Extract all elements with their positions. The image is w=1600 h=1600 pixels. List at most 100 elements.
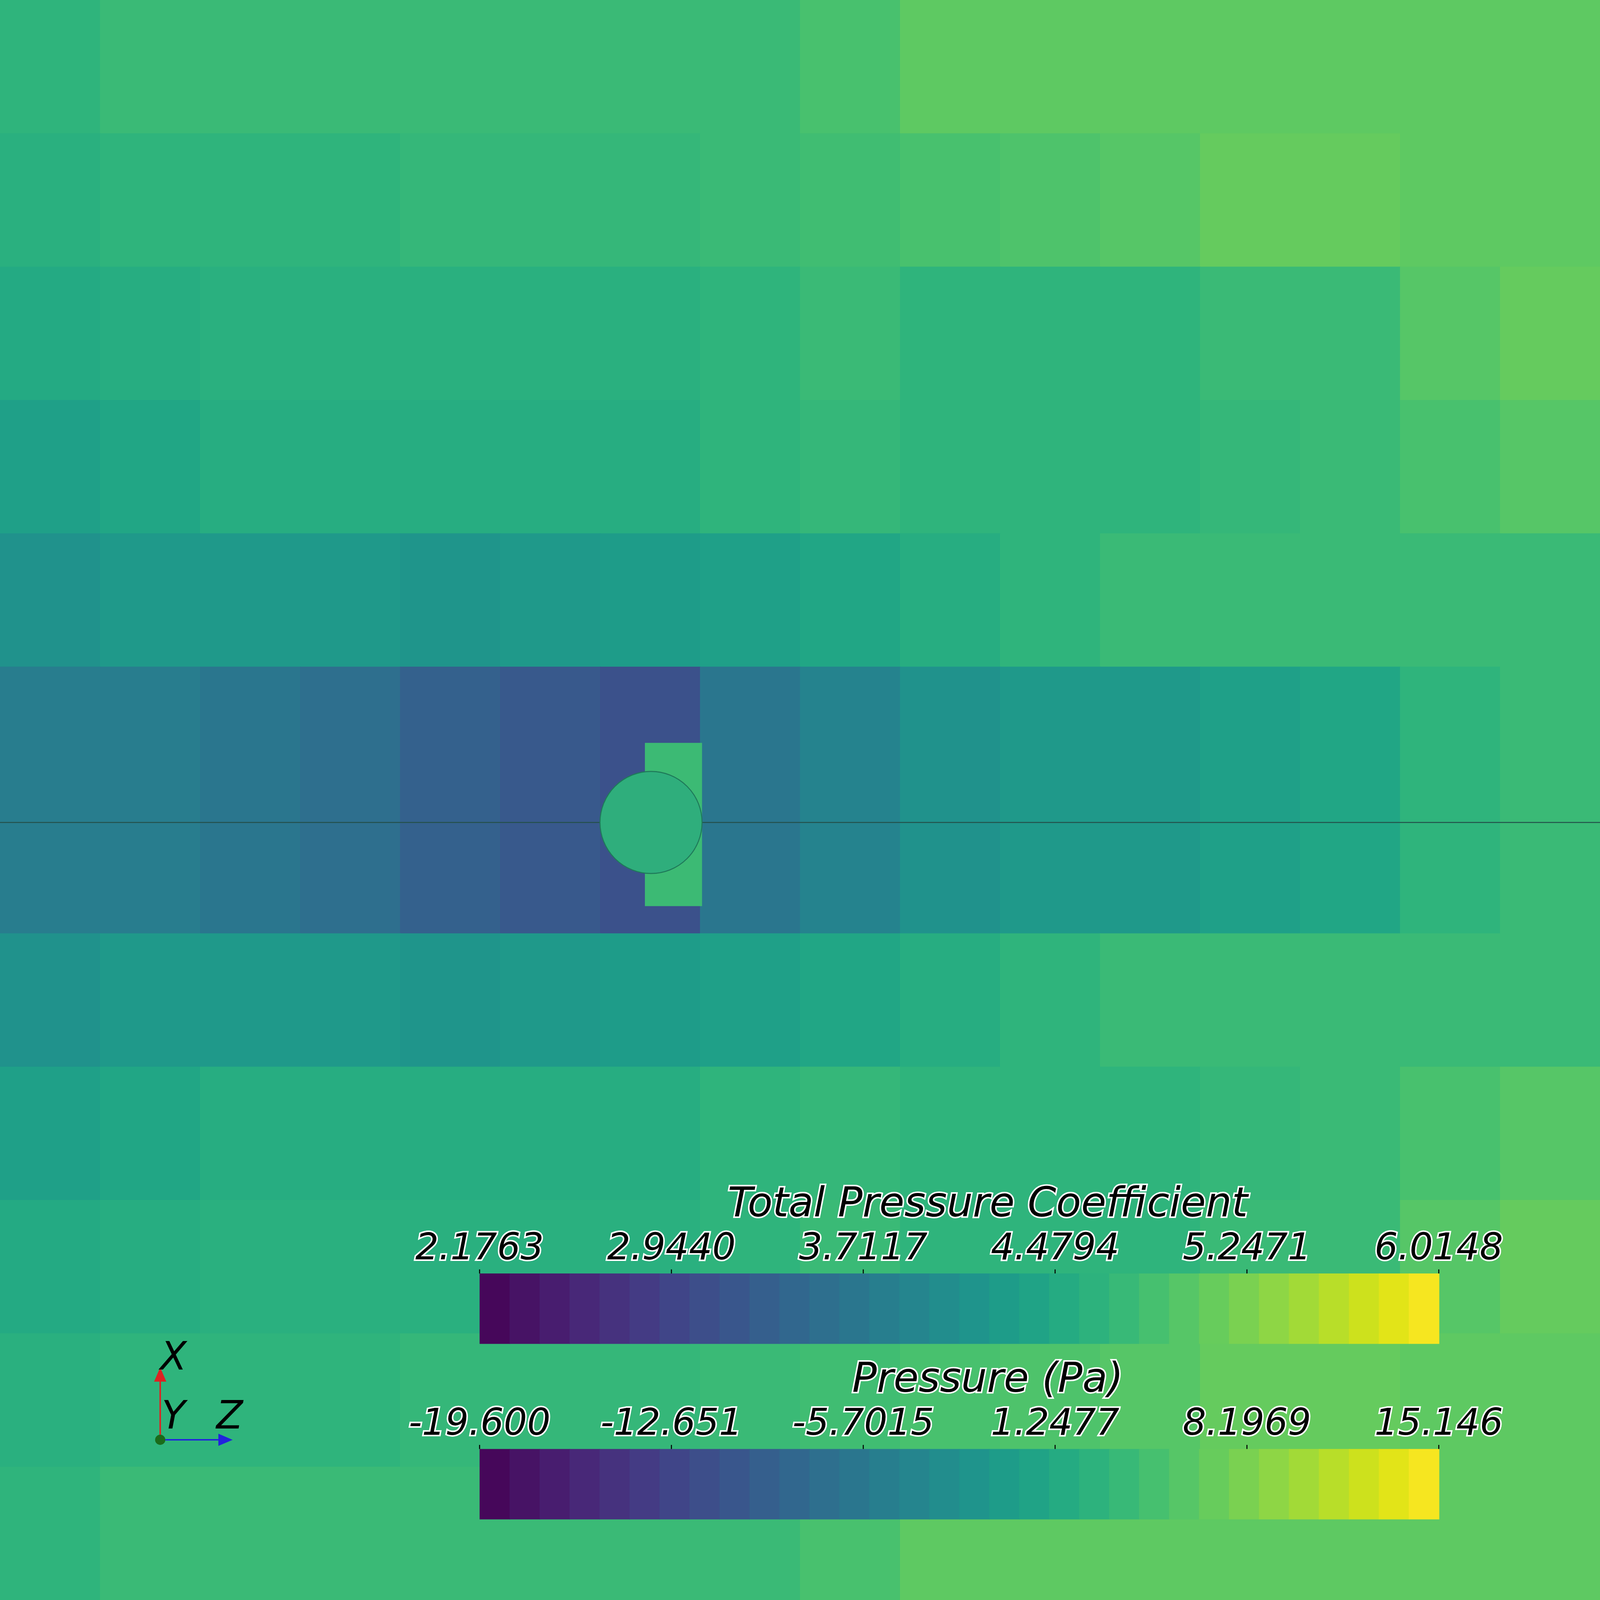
cell [1100,533,1201,668]
cell [700,933,801,1068]
cell [900,266,1001,401]
cell [1500,133,1600,268]
colorbar-step [1348,1448,1380,1520]
colorbar-step [629,1273,660,1344]
colorbar-step [1408,1273,1440,1344]
axes-triad: XYZ [153,1333,244,1447]
colorbar-step [1019,1273,1050,1344]
cell [400,666,501,801]
colorbar-tick [478,1269,481,1274]
cell [900,0,1001,134]
colorbar-step [509,1448,540,1520]
colorbar-step [569,1448,600,1520]
cell [1500,400,1600,534]
colorbar-step [839,1448,870,1520]
cell [1200,533,1301,668]
cell [300,1200,401,1334]
cell [500,800,601,934]
colorbar-step [479,1273,511,1344]
colorbar-step [749,1273,780,1344]
cell [800,133,901,268]
cell [700,400,801,534]
cell [1000,533,1101,668]
cell [300,933,401,1068]
colorbar-step [1289,1273,1320,1344]
triad-label: Z [215,1392,244,1438]
cell [800,800,901,934]
cell [400,800,501,934]
colorbar-step [539,1273,570,1344]
cell [1200,666,1301,801]
colorbar-step [809,1273,840,1344]
cell [1500,1466,1600,1600]
colorbar-title: Total Pressure Coefficient [727,1178,1250,1227]
colorbar-step [689,1273,720,1344]
cell [1200,800,1301,934]
cell [400,933,501,1068]
cell [1000,0,1101,134]
colorbar-step [839,1273,870,1344]
cell [900,400,1001,534]
cell [1500,533,1600,668]
colorbar-step [869,1273,900,1344]
triad-label: Y [161,1392,189,1438]
cell [0,1333,101,1468]
colorbar-step [809,1448,840,1520]
cell [800,0,901,134]
cell [0,933,101,1068]
cell [300,533,401,668]
cell [800,666,901,801]
triad-x [159,1377,161,1440]
cell [100,666,201,801]
colorbar-step [779,1448,810,1520]
cell [100,1333,201,1468]
cell [900,800,1001,934]
cell [1300,1066,1401,1201]
colorbar-step [1019,1448,1050,1520]
colorbar-step [1228,1448,1260,1520]
cell [300,1333,401,1468]
colorbar-tick-label: 2.9440 [607,1225,736,1268]
colorbar-step [479,1448,511,1520]
colorbar-step [569,1273,600,1344]
cell [800,266,901,401]
centerline [0,821,1600,824]
cell [200,666,301,801]
cell [500,133,601,268]
cell [300,800,401,934]
colorbar-step [1139,1448,1170,1520]
colorbar: Pressure (Pa)-19.600-12.651-5.70151.2477… [408,1353,1504,1520]
colorbar-step [1078,1273,1110,1344]
colorbar-step [719,1448,750,1520]
colorbar-tick [1246,1444,1248,1449]
cell [1100,400,1201,534]
colorbar-step [1289,1448,1320,1520]
colorbar-step [1078,1448,1110,1520]
cell [1500,1066,1600,1201]
colorbar-step [1408,1448,1440,1520]
colorbar-step [1169,1448,1200,1520]
cell [400,1333,501,1468]
cell [800,933,901,1068]
cell [1500,0,1600,134]
cell [0,1200,101,1334]
cell [400,266,501,401]
cell [0,0,101,134]
colorbar-tick-label: 4.4794 [991,1225,1120,1268]
cell [1000,133,1101,268]
cell [1200,1333,1301,1468]
colorbar-step [989,1273,1020,1344]
cell [0,133,101,268]
cell [300,266,401,401]
cell [0,1066,101,1201]
cell [600,266,701,401]
cell [100,933,201,1068]
colorbar-step [659,1448,690,1520]
cell [100,1466,201,1600]
cell [1500,1200,1600,1334]
cell [1000,666,1101,801]
cell [800,533,901,668]
cell [500,666,601,801]
cell [100,800,201,934]
cell [1300,400,1401,534]
